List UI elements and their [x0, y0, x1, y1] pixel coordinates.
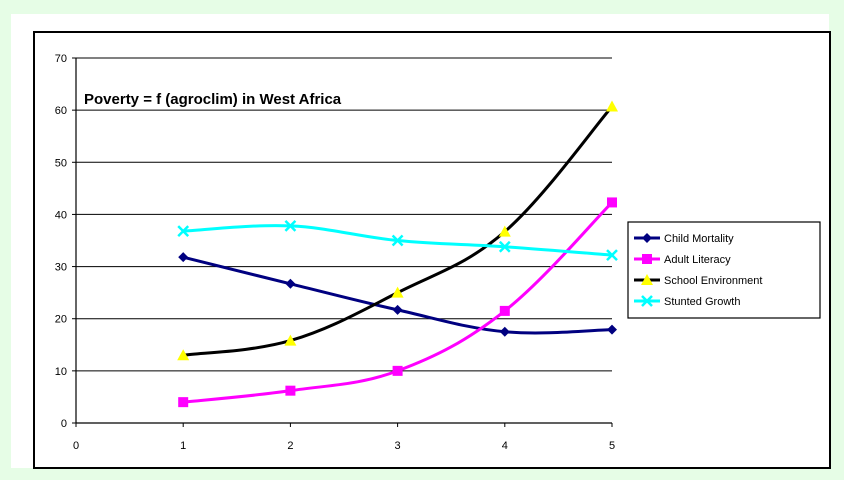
data-point — [498, 240, 511, 253]
data-point — [391, 234, 404, 247]
x-tick-label: 2 — [287, 440, 293, 452]
x-tick-label: 4 — [502, 440, 508, 452]
legend-item: Adult Literacy — [634, 254, 731, 266]
chart-title: Poverty = f (agroclim) in West Africa — [84, 91, 342, 108]
data-point — [285, 278, 296, 289]
data-point — [392, 304, 403, 315]
legend-label: Adult Literacy — [664, 254, 731, 266]
series-stunted-growth — [177, 220, 618, 261]
data-point — [284, 334, 297, 346]
legend-label: Child Mortality — [664, 233, 734, 245]
y-tick-label: 40 — [55, 209, 67, 221]
legend-label: School Environment — [664, 275, 762, 287]
data-point — [177, 225, 190, 237]
data-point — [177, 349, 190, 361]
legend-item: School Environment — [634, 274, 762, 287]
x-tick-label: 5 — [609, 440, 615, 452]
data-point — [607, 197, 617, 208]
data-point — [606, 100, 618, 112]
legend: Child Mortality Adult Literacy School Envi… — [627, 221, 821, 319]
y-tick-label: 70 — [55, 53, 67, 65]
data-point — [392, 365, 403, 376]
legend-item: Stunted Growth — [634, 295, 740, 308]
series-line — [182, 105, 614, 357]
legend-swatch-marker — [642, 233, 652, 243]
axes — [75, 58, 612, 424]
data-point — [178, 252, 189, 263]
x-axis-ticks: 0 1 2 3 4 5 — [73, 423, 615, 452]
data-point — [284, 220, 297, 232]
data-point — [391, 286, 404, 298]
x-tick-label: 3 — [395, 440, 401, 452]
data-point — [285, 385, 296, 396]
data-point — [498, 225, 511, 237]
y-tick-label: 50 — [55, 157, 67, 169]
legend-swatch-marker — [642, 254, 652, 264]
y-tick-label: 10 — [55, 366, 67, 378]
y-tick-label: 30 — [55, 262, 67, 274]
series-adult-literacy — [178, 197, 617, 408]
legend-swatch-marker — [641, 295, 653, 307]
data-point — [499, 305, 510, 316]
series-group — [177, 100, 618, 408]
x-tick-label: 1 — [180, 440, 186, 452]
data-point — [607, 324, 617, 335]
y-tick-label: 0 — [61, 418, 67, 430]
series-school-environment — [177, 100, 618, 361]
y-axis-ticks: 0 10 20 30 40 50 60 70 — [55, 53, 76, 430]
data-point — [606, 249, 618, 261]
legend-swatch-marker — [641, 274, 653, 285]
y-tick-label: 60 — [55, 105, 67, 117]
data-point — [178, 397, 189, 408]
series-child-mortality — [178, 252, 617, 337]
legend-item: Child Mortality — [634, 233, 734, 245]
x-tick-label: 0 — [73, 440, 79, 452]
data-point — [499, 326, 510, 337]
y-tick-label: 20 — [55, 314, 67, 326]
legend-label: Stunted Growth — [664, 296, 740, 308]
